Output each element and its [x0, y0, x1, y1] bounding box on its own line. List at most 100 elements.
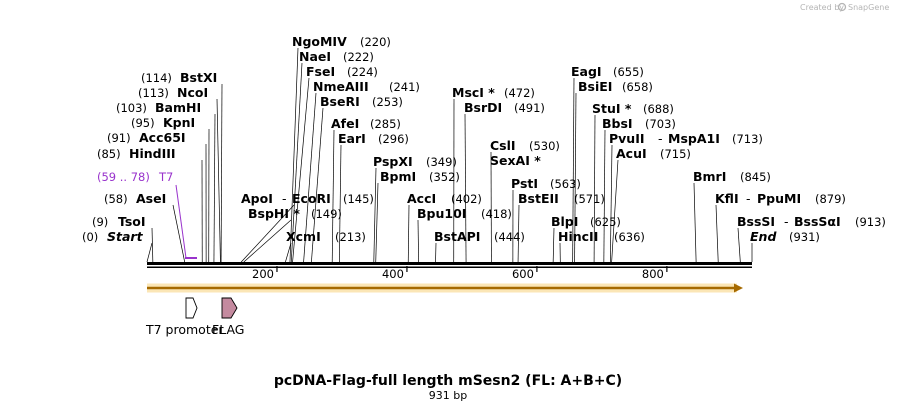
site-bsssi-dash: - — [784, 214, 789, 229]
site-bstxi: BstXI — [180, 70, 217, 85]
site-asei-pos: (58) — [104, 192, 128, 206]
site-stui-pos: (688) — [643, 102, 674, 116]
sequence-strand-top — [147, 262, 752, 265]
site-connector — [285, 242, 292, 263]
sequence-strand-bottom — [147, 266, 752, 268]
site-bstxi-pos: (114) — [141, 71, 172, 85]
site-ncoi-pos: (113) — [138, 86, 169, 100]
credit: Created by SnapGene — [800, 2, 889, 12]
site-bsphi: BspHI * — [248, 206, 300, 221]
site-blpi-pos: (625) — [590, 215, 621, 229]
site-bpu10i: Bpu10I — [417, 206, 466, 221]
site-sexai: SexAI * — [490, 153, 541, 168]
site-kfli-dash: - — [746, 191, 751, 206]
orf-arrow — [147, 283, 743, 293]
site-eagi: EagI — [571, 64, 602, 79]
site-bsrdi-pos: (491) — [514, 101, 545, 115]
site-bstapi-pos: (444) — [494, 230, 525, 244]
site-psti: PstI — [511, 176, 538, 191]
site-hincii: HincII — [558, 229, 598, 244]
site-apoi: ApoI — [241, 191, 273, 206]
site-end-pos: (931) — [789, 230, 820, 244]
site-bpu10i-pos: (418) — [481, 207, 512, 221]
site-connector — [331, 129, 335, 263]
site-connector — [737, 227, 741, 263]
feature-flag: FLAG — [212, 322, 244, 337]
site-connector — [289, 47, 299, 263]
site-bseri: BseRI — [320, 94, 360, 109]
site-bseri-pos: (253) — [372, 95, 403, 109]
site-acci: AccI — [407, 191, 436, 206]
site-naei-pos: (222) — [343, 50, 374, 64]
site-blpi: BlpI — [551, 214, 578, 229]
site-connector — [213, 113, 216, 263]
t7-label: T7 — [158, 170, 173, 184]
site-stui: StuI * — [592, 101, 632, 116]
site-start: Start — [107, 229, 144, 244]
site-msci-pos: (472) — [504, 86, 535, 100]
site-connectors — [146, 47, 753, 263]
site-connector — [574, 92, 577, 263]
brand-text: SnapGene — [848, 3, 889, 12]
site-bamhi-pos: (103) — [116, 101, 147, 115]
site-hindiii: HindIII — [129, 146, 176, 161]
site-ecori: EcoRI — [292, 191, 331, 206]
ruler-tick-label: 800 — [642, 267, 664, 281]
site-mspa1i: MspA1I — [668, 131, 720, 146]
site-bbsi: BbsI — [602, 116, 633, 131]
site-naei: NaeI — [299, 49, 331, 64]
site-bmri: BmrI — [693, 169, 726, 184]
site-nmeaiii-pos: (241) — [389, 80, 420, 94]
t7-range: (59 .. 78) — [97, 170, 150, 184]
site-connector — [611, 159, 619, 263]
site-acui: AcuI — [616, 146, 647, 161]
site-csli: CslI — [490, 138, 516, 153]
site-bpmi: BpmI — [380, 169, 416, 184]
site-pvuii-dash: - — [658, 131, 663, 146]
site-bbsi-pos: (703) — [645, 117, 676, 131]
site-hindiii-pos: (85) — [97, 147, 121, 161]
snapgene-logo-icon — [837, 2, 847, 12]
site-connector — [303, 92, 317, 263]
site-bsssai: BssSαI — [794, 214, 841, 229]
site-tsoi: TsoI — [118, 214, 146, 229]
site-start-pos: (0) — [82, 230, 98, 244]
feature-t7-promoter: T7 promoter — [145, 322, 224, 337]
site-kpni: KpnI — [163, 115, 195, 130]
site-connector — [517, 204, 520, 263]
site-ngomiv-pos: (220) — [360, 35, 391, 49]
site-connector — [417, 219, 419, 263]
site-ppumi-pos: (879) — [815, 192, 846, 206]
site-bsteii: BstEII — [518, 191, 559, 206]
ruler-tick-label: 600 — [512, 267, 534, 281]
site-pspxi: PspXI — [373, 154, 413, 169]
site-xcmi: XcmI — [286, 229, 321, 244]
site-bpmi-pos: (352) — [429, 170, 460, 184]
site-bsiei-pos: (658) — [622, 80, 653, 94]
site-connector — [693, 182, 697, 263]
site-pspxi-pos: (349) — [426, 155, 457, 169]
site-ppumi: PpuMI — [757, 191, 801, 206]
site-xcmi-pos: (213) — [335, 230, 366, 244]
site-bamhi: BamHI — [155, 100, 201, 115]
site-connector — [172, 204, 186, 263]
site-end: End — [750, 229, 777, 244]
site-connector — [593, 114, 596, 263]
ruler-tick-label: 200 — [252, 267, 274, 281]
site-ngomiv: NgoMIV — [292, 34, 347, 49]
site-connector — [407, 204, 410, 263]
site-bsssi: BssSI — [737, 214, 775, 229]
site-csli-pos: (530) — [529, 139, 560, 153]
site-bsssai-pos: (913) — [855, 215, 886, 229]
flag-feature-arrow — [221, 297, 238, 319]
site-connector — [240, 204, 295, 263]
map-title: pcDNA-Flag-full length mSesn2 (FL: A+B+C… — [274, 373, 622, 389]
site-connector — [375, 182, 379, 263]
site-connector — [220, 83, 223, 263]
site-connector — [373, 167, 377, 263]
site-connector — [609, 144, 613, 263]
site-bmri-pos: (845) — [740, 170, 771, 184]
credit-text: Created by — [800, 3, 844, 12]
site-pvuii: PvuII — [609, 131, 645, 146]
site-fsei-pos: (224) — [347, 65, 378, 79]
